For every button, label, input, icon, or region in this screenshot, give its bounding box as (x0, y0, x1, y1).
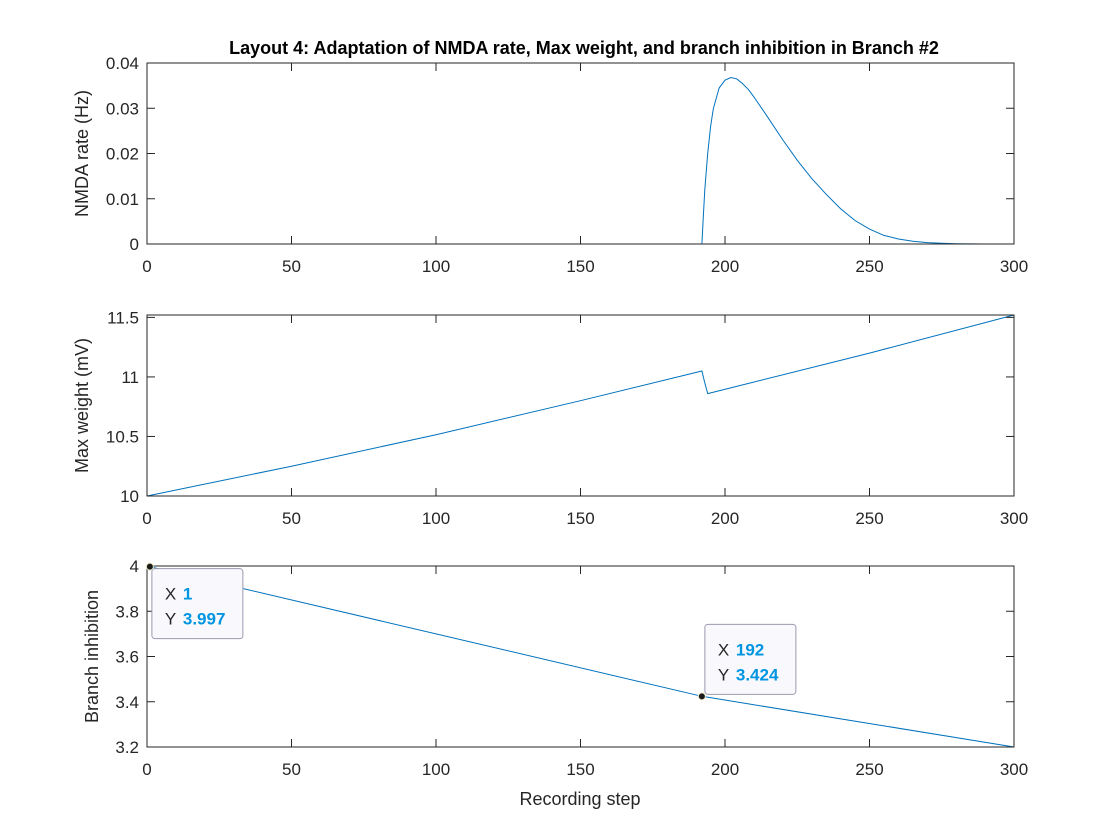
y-tick-label: 4 (130, 557, 139, 576)
x-tick-label: 200 (711, 509, 739, 528)
datatip-x-key: X (718, 640, 729, 659)
x-tick-label: 50 (282, 257, 301, 276)
x-tick-label: 300 (1000, 509, 1028, 528)
x-tick-label: 100 (422, 760, 450, 779)
datatip-marker[interactable] (697, 692, 706, 701)
x-tick-label: 200 (711, 760, 739, 779)
datatip[interactable]: X 192 Y 3.424 (704, 623, 797, 695)
datatip-x-value: 192 (736, 640, 764, 659)
datatip-x-value: 1 (183, 585, 192, 604)
figure-title: Layout 4: Adaptation of NMDA rate, Max w… (229, 38, 939, 58)
y-tick-label: 11 (121, 368, 139, 387)
y-tick-label: 10 (120, 487, 139, 506)
branch-inhibition-axes: 0 50 100 150 200 250 300 3.2 3.4 3.6 3.8 4 Branch in… (82, 557, 1028, 779)
y-axis-label: NMDA rate (Hz) (72, 90, 92, 217)
nmda-rate-axes: 0 50 100 150 200 250 300 0 0.01 0.02 0.03 0.04 NMDA … (72, 54, 1028, 276)
x-tick-label: 200 (711, 257, 739, 276)
axes-frame (146, 565, 1015, 748)
x-tick-label: 0 (142, 760, 151, 779)
x-tick-label: 150 (566, 760, 594, 779)
datatip-x-key: X (165, 585, 176, 604)
datatip[interactable]: X 1Y 3.997 (151, 568, 244, 640)
max-weight-axes: 0 50 100 150 200 250 300 10 10.5 11 11.5 Max weight… (72, 308, 1028, 528)
y-tick-label: 0.04 (106, 54, 139, 73)
x-tick-label: 50 (282, 760, 301, 779)
datatip-y-key: Y (165, 610, 176, 629)
y-axis-label: Branch inhibition (82, 590, 102, 723)
datatip-y-value: 3.424 (736, 665, 779, 684)
series-line (147, 76, 1014, 245)
y-tick-label: 11.5 (107, 308, 139, 327)
x-tick-label: 150 (566, 257, 594, 276)
y-tick-label: 0 (130, 235, 139, 254)
datatip-marker[interactable] (145, 562, 154, 571)
y-tick-label: 3.6 (115, 648, 139, 667)
x-tick-label: 250 (855, 509, 883, 528)
y-tick-label: 3.8 (115, 602, 139, 621)
x-tick-label: 300 (1000, 760, 1028, 779)
y-tick-label: 0.02 (106, 145, 139, 164)
y-tick-label: 10.5 (106, 427, 139, 446)
y-tick-label: 0.01 (106, 190, 139, 209)
x-tick-label: 50 (282, 509, 301, 528)
x-tick-label: 100 (422, 509, 450, 528)
y-tick-label: 0.03 (106, 99, 139, 118)
x-tick-label: 250 (855, 760, 883, 779)
axes-frame (146, 62, 1015, 245)
x-tick-label: 150 (566, 509, 594, 528)
x-tick-label: 300 (1000, 257, 1028, 276)
x-tick-label: 250 (855, 257, 883, 276)
x-axis-label: Recording step (519, 789, 640, 809)
x-tick-label: 100 (422, 257, 450, 276)
x-tick-label: 0 (142, 509, 151, 528)
y-tick-label: 3.4 (115, 693, 139, 712)
y-axis-label: Max weight (mV) (72, 338, 92, 473)
series-line (146, 565, 1015, 748)
x-tick-label: 0 (142, 257, 151, 276)
datatip-y-key: Y (718, 665, 729, 684)
datatip-box (151, 568, 244, 640)
series-line (146, 314, 1015, 497)
datatip-box (704, 623, 797, 695)
y-tick-label: 3.2 (115, 738, 139, 757)
datatip-y-value: 3.997 (183, 610, 226, 629)
